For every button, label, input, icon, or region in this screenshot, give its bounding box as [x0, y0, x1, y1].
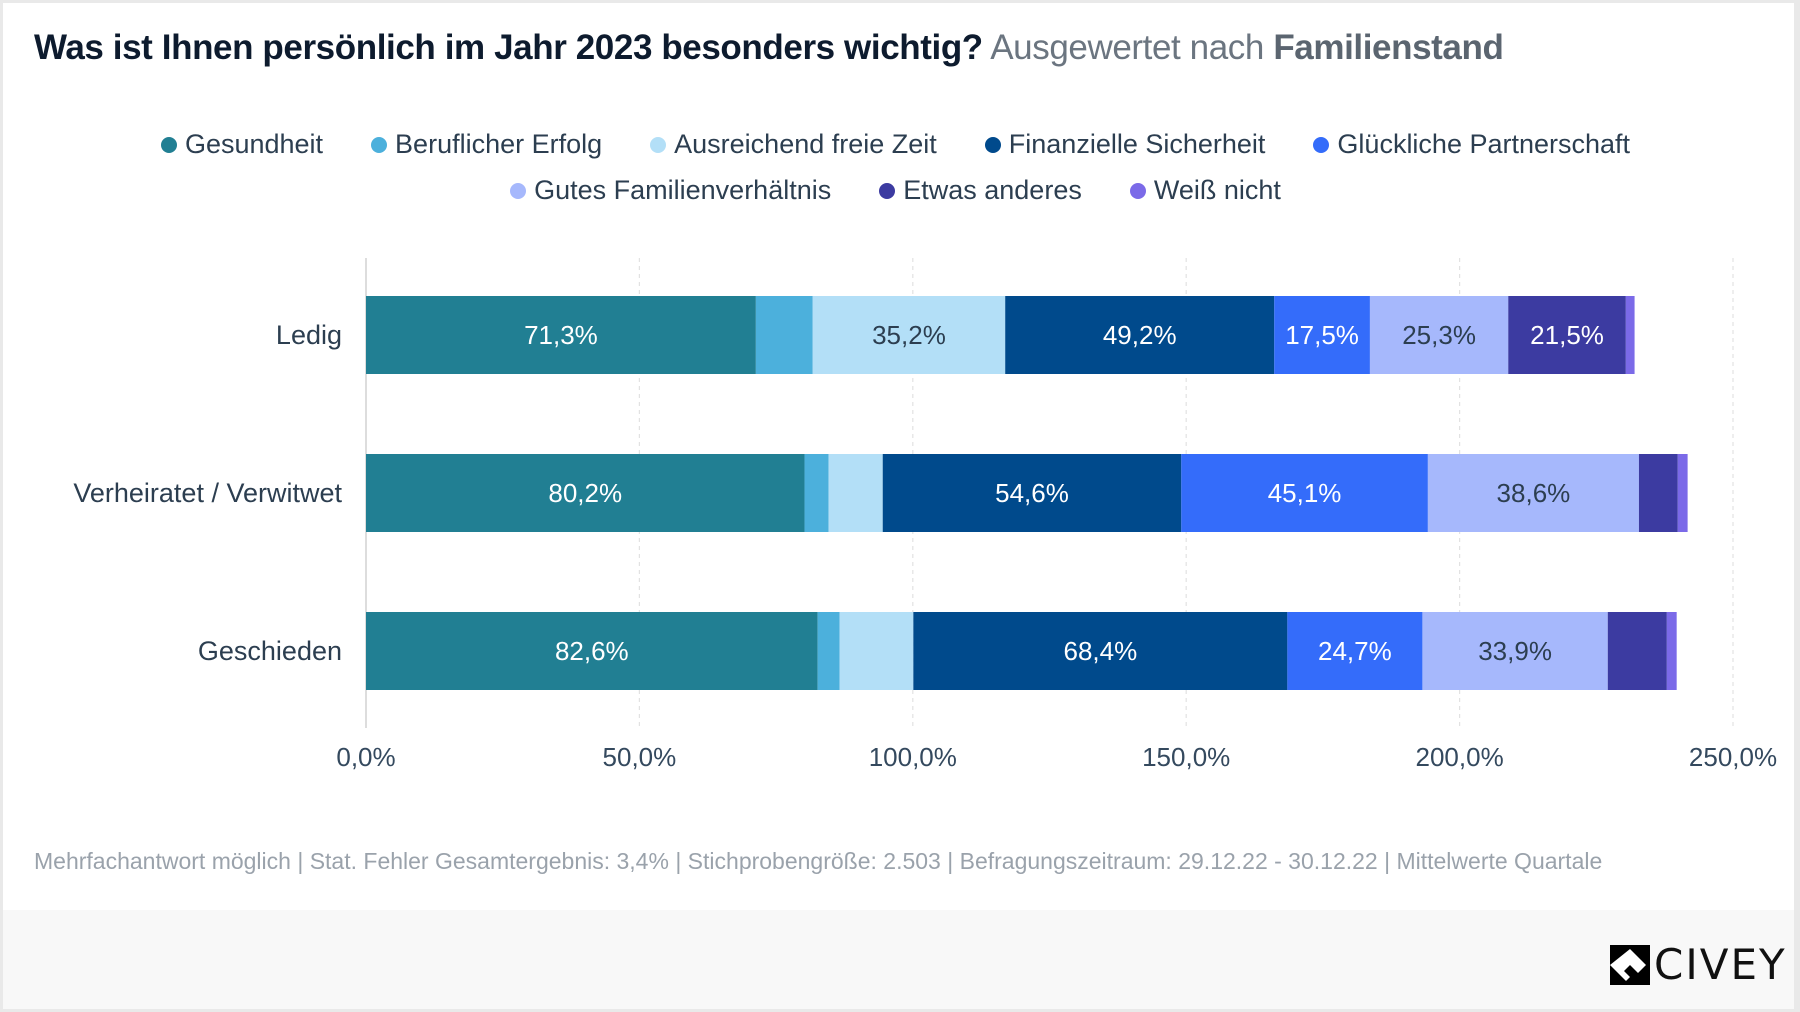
legend-label: Gutes Familienverhältnis [534, 175, 832, 205]
legend-item-weiss-nicht[interactable]: Weiß nicht [1129, 175, 1281, 206]
bar-segment[interactable] [1181, 454, 1428, 532]
x-tick-label: 100,0% [869, 742, 957, 772]
legend-item-finanzielle-sicherheit[interactable]: Finanzielle Sicherheit [984, 129, 1266, 160]
legend-label: Beruflicher Erfolg [395, 129, 603, 159]
legend-dot-icon [1313, 136, 1330, 153]
data-label: 17,5% [1285, 320, 1359, 350]
footer-band [3, 910, 1794, 1009]
x-tick-label: 50,0% [603, 742, 677, 772]
bar-segment[interactable] [828, 454, 883, 532]
legend-label: Glückliche Partnerschaft [1337, 129, 1631, 159]
data-label: 68,4% [1063, 636, 1137, 666]
legend-label: Ausreichend freie Zeit [674, 129, 937, 159]
bar-segment[interactable] [913, 612, 1288, 690]
bar-segment[interactable] [1607, 612, 1667, 690]
bar-segment[interactable] [1005, 296, 1275, 374]
data-label: 54,6% [995, 478, 1069, 508]
legend-item-beruflicher-erfolg[interactable]: Beruflicher Erfolg [371, 129, 602, 160]
footer-note: Mehrfachantwort möglich | Stat. Fehler G… [34, 848, 1603, 874]
bar-segment[interactable] [366, 296, 756, 374]
data-label: 71,3% [524, 320, 598, 350]
bar-segment[interactable] [882, 454, 1182, 532]
subtitle-prefix: Ausgewertet nach [990, 28, 1264, 67]
bar-segment[interactable] [804, 454, 829, 532]
bar-segment[interactable] [366, 454, 805, 532]
legend-item-gesundheit[interactable]: Gesundheit [160, 129, 324, 160]
bar-segment[interactable] [1666, 612, 1677, 690]
chart-title: Was ist Ihnen persönlich im Jahr 2023 be… [34, 28, 1504, 68]
data-label: 33,9% [1478, 636, 1552, 666]
legend-dot-icon [650, 136, 667, 153]
legend-dot-icon [510, 182, 527, 199]
data-label: 35,2% [872, 320, 946, 350]
civey-logo-icon [1610, 944, 1650, 985]
bar-segment[interactable] [1638, 454, 1678, 532]
bar-segment[interactable] [1369, 296, 1509, 374]
question-text: Was ist Ihnen persönlich im Jahr 2023 be… [34, 28, 983, 67]
bar-segment[interactable] [1422, 612, 1608, 690]
x-tick-label: 250,0% [1689, 742, 1777, 772]
x-tick-label: 0,0% [336, 742, 395, 772]
bar-segment[interactable] [1625, 296, 1635, 374]
bar-segment[interactable] [812, 296, 1006, 374]
legend-item-familienverhaeltnis[interactable]: Gutes Familienverhältnis [510, 175, 831, 206]
data-label: 82,6% [555, 636, 629, 666]
data-label: 45,1% [1268, 478, 1342, 508]
bar-segment[interactable] [1287, 612, 1423, 690]
data-label: 21,5% [1530, 320, 1604, 350]
subtitle-dimension: Familienstand [1273, 28, 1504, 67]
x-tick-label: 150,0% [1142, 742, 1230, 772]
civey-logo[interactable]: CIVEY [1610, 940, 1787, 989]
legend-label: Finanzielle Sicherheit [1008, 129, 1266, 159]
legend-item-etwas-anderes[interactable]: Etwas anderes [879, 175, 1082, 206]
bar-segment[interactable] [1677, 454, 1688, 532]
category-label: Geschieden [198, 636, 342, 666]
legend-label: Weiß nicht [1153, 175, 1281, 205]
bars: 71,3% 35,2% 49,2% 17,5% 25,3% 21,5% 80,2% 54,6%… [366, 296, 1688, 690]
category-label: Verheiratet / Verwitwet [73, 478, 342, 508]
data-label: 24,7% [1318, 636, 1392, 666]
legend-row: Gutes Familienverhältnis Etwas anderes W… [0, 175, 1791, 206]
legend-item-partnerschaft[interactable]: Glückliche Partnerschaft [1313, 129, 1630, 160]
data-label: 49,2% [1103, 320, 1177, 350]
bar-segment[interactable] [366, 612, 818, 690]
x-tick-label: 200,0% [1416, 742, 1504, 772]
legend-label: Gesundheit [184, 129, 324, 159]
legend-row: Gesundheit Beruflicher Erfolg Ausreichen… [0, 129, 1791, 160]
legend-dot-icon [160, 136, 177, 153]
legend-label: Etwas anderes [903, 175, 1082, 205]
bar-segment[interactable] [817, 612, 840, 690]
legend-dot-icon [1129, 182, 1146, 199]
data-label: 25,3% [1402, 320, 1476, 350]
legend-dot-icon [879, 182, 896, 199]
bar-segment[interactable] [755, 296, 813, 374]
bar-segment[interactable] [1508, 296, 1626, 374]
data-label: 80,2% [548, 478, 622, 508]
category-label: Ledig [276, 320, 342, 350]
legend-dot-icon [984, 136, 1001, 153]
legend-dot-icon [371, 136, 388, 153]
bar-segment[interactable] [1274, 296, 1370, 374]
legend-item-freie-zeit[interactable]: Ausreichend freie Zeit [650, 129, 937, 160]
data-label: 38,6% [1497, 478, 1571, 508]
brand-name: CIVEY [1654, 940, 1787, 989]
bar-segment[interactable] [1427, 454, 1639, 532]
axes: 0,0% 50,0% 100,0% 150,0% 200,0% 250,0% Ledig Ve… [73, 320, 1777, 772]
bar-segment[interactable] [839, 612, 914, 690]
